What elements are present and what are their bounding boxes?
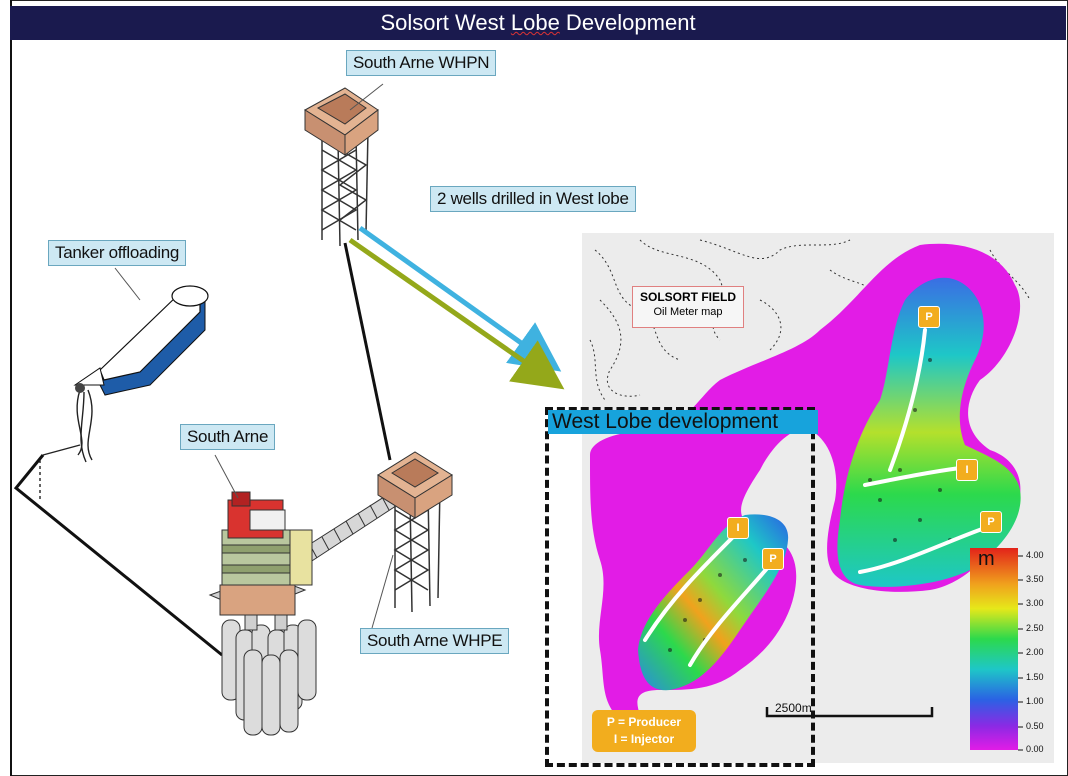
legend-injector: I = Injector xyxy=(613,732,675,746)
title-part-2: Development xyxy=(559,10,696,35)
well-tag-producer-west: P xyxy=(762,548,784,570)
legend-producer: P = Producer xyxy=(606,715,682,729)
scale-bar xyxy=(765,707,934,718)
colorbar-unit: m xyxy=(978,548,995,570)
whpe-callout-line xyxy=(371,554,394,629)
left-rule xyxy=(0,0,12,776)
whpn-platform xyxy=(304,87,379,247)
page-title: Solsort West Lobe Development xyxy=(10,6,1066,40)
map-contours xyxy=(589,239,1031,401)
colorbar-tick: 0.50 xyxy=(1026,721,1044,731)
south-arne-label: South Arne xyxy=(180,424,276,450)
well-legend: P = Producer I = Injector xyxy=(592,710,696,752)
tanker-ship xyxy=(73,285,209,396)
colorbar-tick: 1.00 xyxy=(1026,696,1044,706)
whpe-platform xyxy=(377,451,453,613)
tanker-hose xyxy=(39,389,93,502)
well-tag-producer-north: P xyxy=(918,306,940,328)
colorbar-tick: 1.50 xyxy=(1026,672,1044,682)
west-lobe-outline xyxy=(545,407,815,767)
whpn-label: South Arne WHPN xyxy=(346,50,497,76)
south-arne-callout-line xyxy=(214,454,239,499)
title-part-underlined: Lobe xyxy=(510,10,560,35)
tanker-label: Tanker offloading xyxy=(48,240,187,266)
well-trajectories xyxy=(643,328,987,667)
well-tag-producer-east: P xyxy=(980,511,1002,533)
wells-label: 2 wells drilled in West lobe xyxy=(430,186,636,212)
scale-label: 2500m xyxy=(775,701,812,715)
well-tag-injector-east: I xyxy=(956,459,978,481)
oil-meter-field xyxy=(590,243,1021,720)
colorbar-tick: 2.50 xyxy=(1026,623,1044,633)
tanker-callout-line xyxy=(114,267,141,301)
well-tag-injector-west: I xyxy=(727,517,749,539)
west-lobe-title: West Lobe development xyxy=(548,410,818,434)
pipeline-lines xyxy=(13,242,392,657)
colorbar-tick: 4.00 xyxy=(1026,550,1044,560)
colorbar-tick: 3.50 xyxy=(1026,574,1044,584)
colorbar-tick: 3.00 xyxy=(1026,598,1044,608)
whpe-label: South Arne WHPE xyxy=(360,628,510,654)
solsort-field-box: SOLSORT FIELD Oil Meter map xyxy=(632,286,744,328)
whpn-callout-line xyxy=(349,83,384,111)
title-part-1: Solsort West xyxy=(380,10,511,35)
well-arrows xyxy=(348,225,565,390)
south-arne-platform xyxy=(208,491,317,736)
field-title: SOLSORT FIELD xyxy=(640,290,736,304)
colorbar-tick: 2.00 xyxy=(1026,647,1044,657)
colorbar-tick: 0.00 xyxy=(1026,744,1044,754)
field-subtitle: Oil Meter map xyxy=(653,306,723,318)
colorbar xyxy=(970,548,1023,751)
